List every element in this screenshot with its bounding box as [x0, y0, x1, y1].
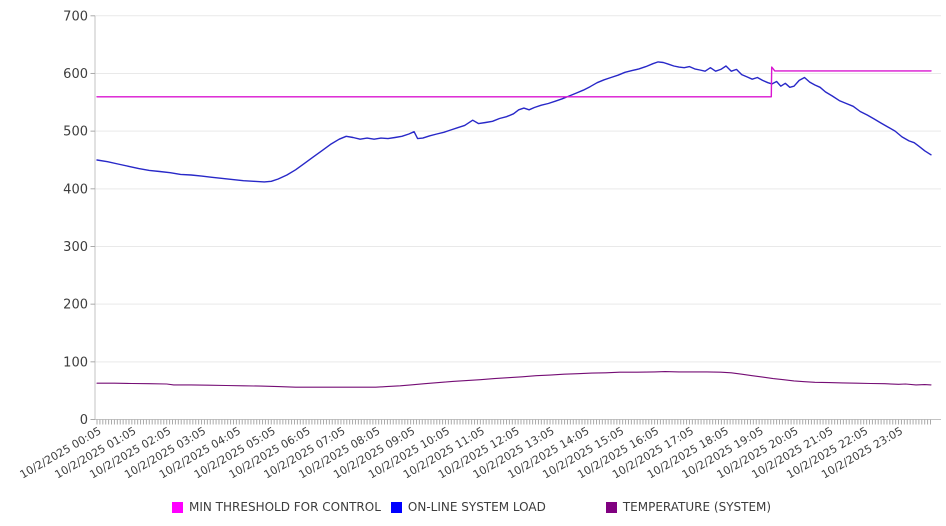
legend-item-min-threshold: MIN THRESHOLD FOR CONTROL — [172, 500, 381, 514]
y-tick-label-600: 600 — [63, 67, 88, 82]
legend-label-temperature: TEMPERATURE (SYSTEM) — [622, 500, 772, 514]
legend-item-temperature: TEMPERATURE (SYSTEM) — [605, 500, 772, 514]
y-tick-label-200: 200 — [63, 298, 88, 313]
y-tick-label-100: 100 — [63, 355, 88, 370]
legend-label-system-load: ON-LINE SYSTEM LOAD — [407, 500, 546, 514]
legend-swatch-temperature-icon — [605, 501, 617, 513]
legend-label-min-threshold: MIN THRESHOLD FOR CONTROL — [189, 500, 381, 514]
y-tick-label-700: 700 — [63, 9, 88, 24]
chart-legend: MIN THRESHOLD FOR CONTROL ON-LINE SYSTEM… — [172, 500, 781, 514]
y-tick-label-300: 300 — [63, 240, 88, 255]
legend-swatch-min-threshold-icon — [172, 501, 183, 513]
legend-item-system-load: ON-LINE SYSTEM LOAD — [390, 500, 546, 514]
legend-swatch-system-load-icon — [390, 501, 402, 513]
y-tick-label-0: 0 — [80, 413, 88, 428]
series-line-0 — [96, 66, 932, 98]
series-line-1 — [96, 61, 932, 183]
y-tick-label-400: 400 — [63, 182, 88, 197]
y-tick-label-500: 500 — [63, 125, 88, 140]
series-line-2 — [96, 371, 932, 388]
